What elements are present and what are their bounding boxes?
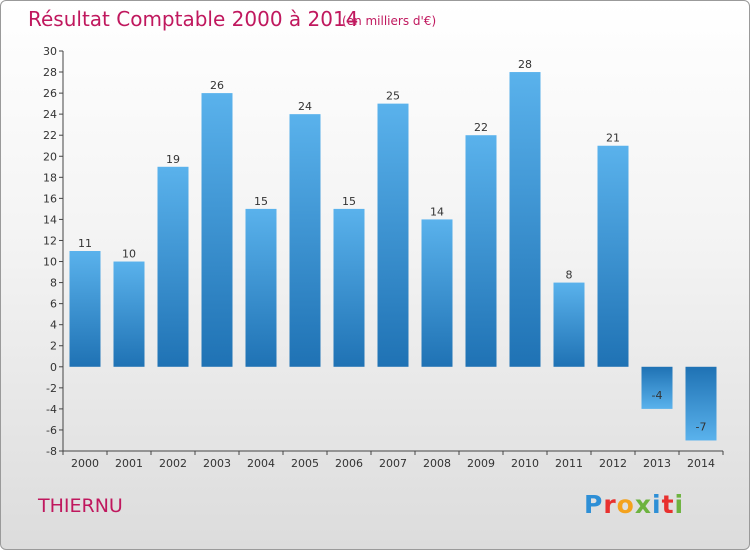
y-tick-label: 24	[43, 108, 57, 121]
data-label-2003: 26	[210, 79, 224, 92]
x-tick-label: 2007	[379, 457, 407, 470]
bar-2005	[289, 114, 321, 367]
y-tick-label: 4	[50, 319, 57, 332]
y-tick-label: 14	[43, 213, 57, 226]
data-label-2008: 14	[430, 205, 444, 218]
logo-letter: P	[584, 490, 604, 519]
bar-2007	[377, 103, 409, 367]
data-label-2009: 22	[474, 121, 488, 134]
bar-2004	[245, 208, 277, 367]
bar-2012	[597, 145, 629, 367]
data-label-2001: 10	[122, 248, 136, 261]
y-tick-label: 26	[43, 87, 57, 100]
y-tick-label: 22	[43, 129, 57, 142]
data-label-2006: 15	[342, 195, 356, 208]
data-label-2012: 21	[606, 132, 620, 145]
x-tick-label: 2001	[115, 457, 143, 470]
y-tick-label: 12	[43, 234, 57, 247]
x-tick-label: 2005	[291, 457, 319, 470]
proxiti-logo: Proxiti	[584, 490, 684, 519]
bar-2001	[113, 261, 145, 367]
y-tick-label: 10	[43, 256, 57, 269]
x-tick-label: 2014	[687, 457, 715, 470]
y-tick-label: 0	[50, 361, 57, 374]
logo-letter: o	[616, 490, 635, 519]
x-tick-label: 2012	[599, 457, 627, 470]
y-tick-label: 8	[50, 277, 57, 290]
data-label-2002: 19	[166, 153, 180, 166]
bar-2013	[641, 366, 673, 409]
bar-2009	[465, 135, 497, 367]
y-tick-label: -4	[46, 403, 57, 416]
data-label-2000: 11	[78, 237, 92, 250]
y-tick-label: -6	[46, 424, 57, 437]
data-label-2013: -4	[652, 389, 663, 402]
y-tick-label: 16	[43, 192, 57, 205]
logo-letter: i	[652, 490, 662, 519]
bar-2002	[157, 166, 189, 367]
y-tick-label: 28	[43, 66, 57, 79]
y-tick-label: -8	[46, 445, 57, 458]
data-label-2004: 15	[254, 195, 268, 208]
bar-2003	[201, 93, 233, 367]
x-tick-label: 2009	[467, 457, 495, 470]
x-tick-label: 2008	[423, 457, 451, 470]
data-label-2007: 25	[386, 90, 400, 103]
data-label-2010: 28	[518, 58, 532, 71]
x-tick-label: 2000	[71, 457, 99, 470]
y-tick-label: 6	[50, 298, 57, 311]
bar-2011	[553, 282, 585, 367]
bar-2014	[685, 366, 717, 441]
logo-letter: i	[674, 490, 685, 519]
bar-2000	[69, 251, 101, 367]
logo-letter: t	[661, 490, 675, 519]
y-tick-label: -2	[46, 382, 57, 395]
commune-name: THIERNU	[38, 495, 123, 517]
x-tick-label: 2004	[247, 457, 275, 470]
x-tick-label: 2013	[643, 457, 671, 470]
y-tick-label: 30	[43, 45, 57, 58]
data-label-2005: 24	[298, 100, 312, 113]
chart-title: Résultat Comptable 2000 à 2014	[28, 7, 359, 31]
data-label-2014: -7	[696, 420, 707, 433]
x-tick-label: 2002	[159, 457, 187, 470]
x-tick-label: 2006	[335, 457, 363, 470]
x-tick-label: 2003	[203, 457, 231, 470]
bar-2008	[421, 219, 453, 367]
bar-2006	[333, 208, 365, 367]
chart-subtitle: (en milliers d'€)	[342, 14, 437, 28]
bar-2010	[509, 72, 541, 367]
y-tick-label: 20	[43, 150, 57, 163]
logo-letter: r	[603, 490, 617, 519]
y-tick-label: 18	[43, 171, 57, 184]
x-tick-label: 2010	[511, 457, 539, 470]
data-label-2011: 8	[566, 269, 573, 282]
y-tick-label: 2	[50, 340, 57, 353]
x-tick-label: 2011	[555, 457, 583, 470]
logo-letter: x	[634, 490, 652, 519]
